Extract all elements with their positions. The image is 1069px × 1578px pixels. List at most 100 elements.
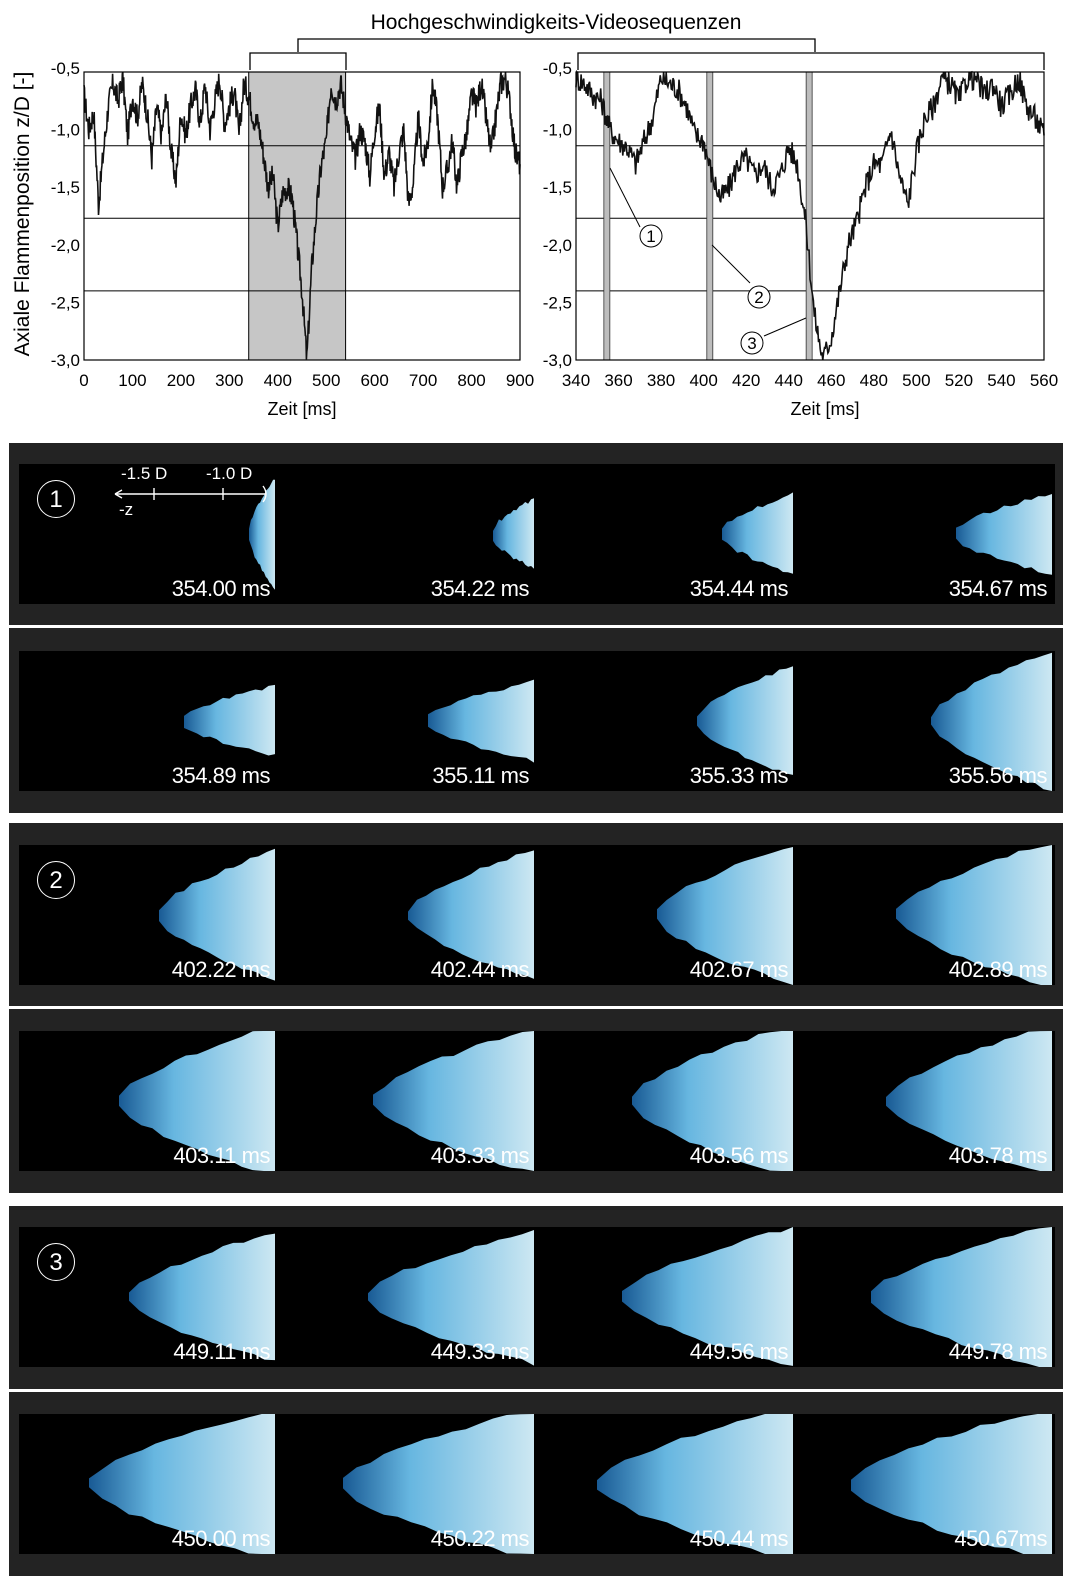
flame-image [159,848,275,981]
callout-label-2: 2 [754,288,763,307]
xtick-label: 900 [506,371,534,390]
flame-shape [184,684,275,756]
chart-left-series-line [83,71,521,360]
xtick-label: 500 [312,371,340,390]
sequence-badge: 1 [37,480,75,518]
flame-shape [159,848,275,981]
xtick-label: 440 [775,371,803,390]
frame-timestamp: 354.44 ms [689,576,789,601]
title-brackets [249,38,1045,70]
scale-label-z: -z [119,500,134,519]
xtick-label: 300 [215,371,243,390]
xtick-label: 400 [264,371,292,390]
ytick-label: -3,0 [543,351,572,370]
flame-shape [408,850,534,979]
frame-timestamp: 449.56 ms [689,1339,789,1364]
xtick-label: 480 [860,371,888,390]
video-frame: 449.78 ms [796,1227,1055,1367]
flame-shape [896,845,1052,985]
scale-bar: -1.5 D -1.0 D -z [111,464,271,524]
callout-label-3: 3 [747,334,756,353]
video-frame: 354.22 ms [278,464,537,604]
video-frame: 450.44 ms [537,1414,796,1554]
chart-left-yticks: -0,5 -1,0 -1,5 -2,0 -2,5 -3,0 [51,59,80,370]
video-frame: 402.44 ms [278,845,537,985]
frame-timestamp: 449.33 ms [430,1339,530,1364]
frame-timestamp: 355.11 ms [432,763,529,788]
chart-left: -0,5 -1,0 -1,5 -2,0 -2,5 -3,0 0 100 200 300 400 50… [51,59,534,419]
frame-timestamp: 449.78 ms [948,1339,1048,1364]
scale-label-1-5d: -1.5 D [121,464,168,483]
callout-circle-1 [639,224,663,248]
row-separator [9,1006,1063,1009]
video-frame: 449.56 ms [537,1227,796,1367]
flame-shape [428,679,534,763]
frame-timestamp: 402.44 ms [430,957,530,982]
flame-shape [249,479,275,590]
row-separator [9,1389,1063,1392]
frame-timestamp: 403.11 ms [173,1143,270,1168]
flame-shape [622,1227,793,1366]
flame-shape [368,1230,534,1366]
xtick-label: 360 [604,371,632,390]
xtick-label: 600 [360,371,388,390]
video-frame: 355.11 ms [278,651,537,791]
xtick-label: 540 [987,371,1015,390]
frame-timestamp: 450.00 ms [171,1526,271,1551]
frame-strip: 354.00 ms 354.22 ms 354.44 ms 354.67 ms 1 -1.… [19,464,1055,604]
ytick-label: -2,5 [543,293,572,312]
frame-strip: 402.22 ms 402.44 ms 402.67 ms 402.89 ms 2 [19,845,1055,985]
flame-image [657,847,793,985]
flame-shape [722,492,793,574]
video-sequence-1: 354.00 ms 354.22 ms 354.44 ms 354.67 ms 1 -1.… [9,443,1063,813]
video-frame: 449.33 ms [278,1227,537,1367]
flame-shape [657,847,793,985]
flame-image [249,479,275,590]
callouts [609,167,807,355]
flame-image [368,1230,534,1366]
chart-right-series-line [575,69,1045,361]
video-frame: 354.00 ms [19,464,278,604]
chart-left-highlight [248,71,347,361]
flame-shape [632,1031,793,1171]
xtick-label: 500 [902,371,930,390]
xtick-label: 100 [118,371,146,390]
flame-shape [89,1414,275,1554]
flame-image [184,684,275,756]
chart-right-xlabel: Zeit [ms] [790,399,859,419]
video-frame: 450.67ms [796,1414,1055,1554]
video-frame: 402.22 ms [19,845,278,985]
flame-shape [931,652,1052,791]
xtick-label: 200 [167,371,195,390]
video-frame: 449.11 ms [19,1227,278,1367]
ytick-label: -2,5 [51,293,80,312]
video-frame: 355.33 ms [537,651,796,791]
ytick-label: -3,0 [51,351,80,370]
flame-image [373,1031,534,1171]
frame-timestamp: 403.33 ms [430,1143,530,1168]
flame-image [622,1227,793,1366]
flame-shape [871,1227,1052,1367]
flame-image [871,1227,1052,1367]
ytick-label: -1,0 [51,121,80,140]
ytick-label: -2,0 [543,236,572,255]
frame-timestamp: 355.56 ms [948,763,1048,788]
callout-circle-2 [747,285,771,309]
scale-label-1-0d: -1.0 D [206,464,253,483]
frame-timestamp: 355.33 ms [689,763,789,788]
flame-image [89,1414,275,1554]
sequence-marker [805,71,813,361]
frame-strip: 354.89 ms 355.11 ms 355.33 ms 355.56 ms [19,651,1055,791]
flame-image [722,492,793,574]
xtick-label: 380 [647,371,675,390]
sequence-badge: 2 [37,861,75,899]
xtick-label: 340 [562,371,590,390]
flame-image [886,1031,1052,1171]
flame-shape [343,1414,534,1554]
flame-shape [373,1031,534,1171]
sequence-badge: 3 [37,1243,75,1281]
row-separator [9,625,1063,628]
xtick-label: 520 [945,371,973,390]
frame-timestamp: 450.22 ms [430,1526,530,1551]
flame-image [408,850,534,979]
